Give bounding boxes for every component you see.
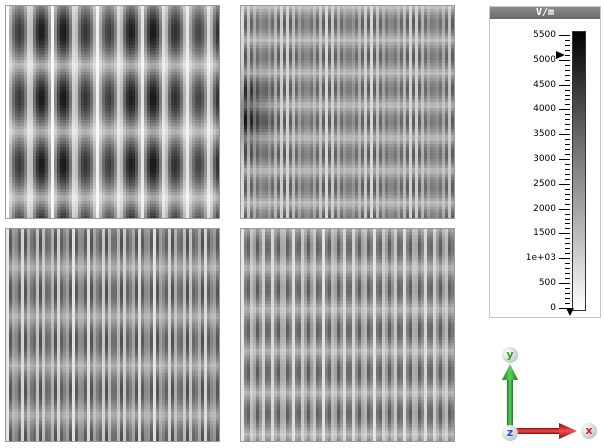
tick-label: 5000 [494, 55, 556, 65]
tick-label: 4500 [494, 80, 556, 90]
max-marker-icon[interactable] [556, 51, 565, 59]
minor-tick-mark [565, 199, 570, 200]
minor-tick-mark [565, 238, 570, 239]
minor-tick-mark [565, 204, 570, 205]
minor-tick-mark [565, 129, 570, 130]
tick-label: 500 [494, 278, 556, 288]
minor-tick-mark [565, 194, 570, 195]
minor-tick-mark [565, 154, 570, 155]
tick-mark [559, 60, 570, 61]
minor-tick-mark [565, 55, 570, 56]
tick-label: 1e+03 [494, 253, 556, 263]
minor-tick-mark [565, 40, 570, 41]
y-axis-shaft [507, 379, 513, 427]
minor-tick-mark [565, 228, 570, 229]
tick-mark [559, 184, 570, 185]
unit-label: V/m [490, 7, 600, 19]
tick-mark [559, 258, 570, 259]
tick-mark [559, 109, 570, 110]
field-plot-panel-1[interactable] [5, 5, 220, 219]
tick-label: 2500 [494, 179, 556, 189]
tick-label: 1500 [494, 228, 556, 238]
minor-tick-mark [565, 75, 570, 76]
tick-label: 4000 [494, 104, 556, 114]
tick-label: 2000 [494, 204, 556, 214]
minor-tick-mark [565, 169, 570, 170]
field-plot-panel-4[interactable] [240, 228, 455, 442]
minor-tick-mark [565, 124, 570, 125]
tick-mark [559, 85, 570, 86]
minor-tick-mark [565, 293, 570, 294]
minor-tick-mark [565, 149, 570, 150]
minor-tick-mark [565, 65, 570, 66]
tick-label: 3000 [494, 154, 556, 164]
minor-tick-mark [565, 99, 570, 100]
tick-mark [559, 308, 570, 309]
tick-mark [559, 233, 570, 234]
minor-tick-mark [565, 114, 570, 115]
minor-tick-mark [565, 139, 570, 140]
minor-tick-mark [565, 253, 570, 254]
field-pattern [6, 229, 219, 441]
minor-tick-mark [565, 164, 570, 165]
minor-tick-mark [565, 248, 570, 249]
minor-tick-mark [565, 174, 570, 175]
tick-mark [559, 209, 570, 210]
minor-tick-mark [565, 119, 570, 120]
field-plot-panel-2[interactable] [240, 5, 455, 219]
minor-tick-mark [565, 179, 570, 180]
minor-tick-mark [565, 278, 570, 279]
x-arrow-head [559, 423, 577, 439]
gradient-bar [572, 31, 586, 311]
minor-tick-mark [565, 144, 570, 145]
z-axis-label: z [502, 425, 518, 441]
minor-tick-mark [565, 90, 570, 91]
minor-tick-mark [565, 50, 570, 51]
field-plot-panel-3[interactable] [5, 228, 220, 442]
min-marker-icon[interactable] [566, 308, 574, 316]
tick-label: 5500 [494, 30, 556, 40]
minor-tick-mark [565, 70, 570, 71]
tick-label: 3500 [494, 129, 556, 139]
field-pattern [241, 229, 454, 441]
minor-tick-mark [565, 263, 570, 264]
field-pattern [6, 6, 219, 218]
minor-tick-mark [565, 223, 570, 224]
y-arrow-head [502, 364, 518, 380]
x-axis-shaft [515, 428, 561, 434]
minor-tick-mark [565, 243, 570, 244]
tick-mark [559, 283, 570, 284]
minor-tick-mark [565, 219, 570, 220]
field-pattern [241, 6, 454, 218]
x-axis-label: x [581, 423, 597, 439]
minor-tick-mark [565, 104, 570, 105]
minor-tick-mark [565, 189, 570, 190]
tick-mark [559, 159, 570, 160]
minor-tick-mark [565, 288, 570, 289]
y-axis-label: y [502, 347, 518, 363]
minor-tick-mark [565, 273, 570, 274]
minor-tick-mark [565, 95, 570, 96]
minor-tick-mark [565, 303, 570, 304]
minor-tick-mark [565, 80, 570, 81]
minor-tick-mark [565, 214, 570, 215]
tick-label: 0 [494, 303, 556, 313]
tick-mark [559, 134, 570, 135]
axes-orientation-triad: y x z [495, 344, 600, 444]
minor-tick-mark [565, 298, 570, 299]
minor-tick-mark [565, 45, 570, 46]
tick-mark [559, 35, 570, 36]
minor-tick-mark [565, 268, 570, 269]
